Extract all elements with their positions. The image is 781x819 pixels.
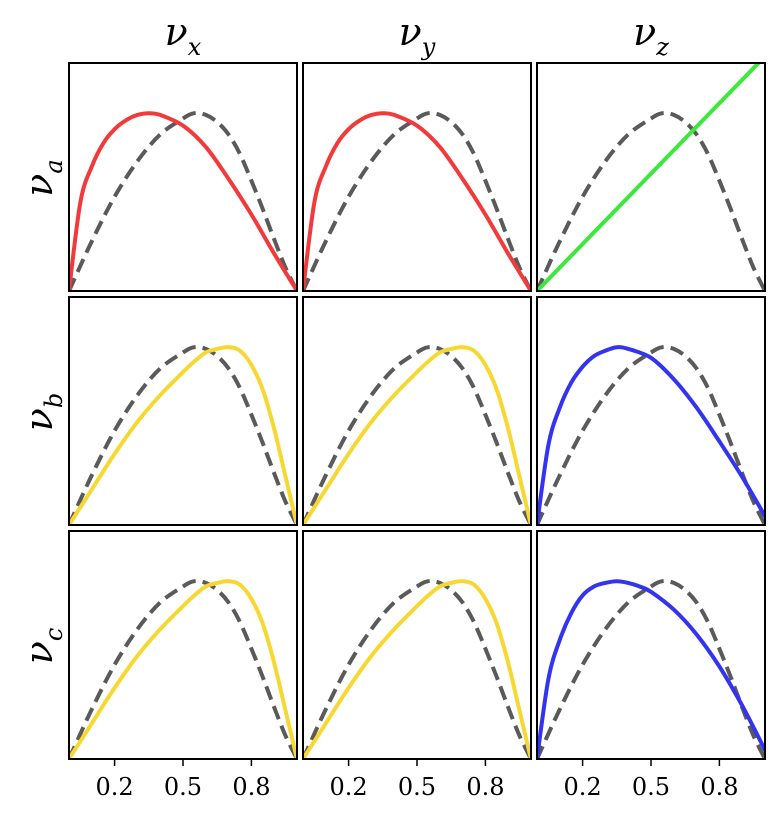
row-title-b: νb <box>17 393 68 431</box>
x-tick-label: 0.2 <box>564 773 602 801</box>
x-tick-label: 0.2 <box>96 773 134 801</box>
panel-frame <box>68 296 298 526</box>
panel-c-y <box>302 530 532 760</box>
row-titles: νa νb νc <box>17 159 68 664</box>
column-title-z: νz <box>633 10 669 61</box>
reference-curve-dashed <box>303 111 531 291</box>
series-curve-red <box>69 111 297 291</box>
series-curve-blue <box>537 345 765 525</box>
reference-curve-dashed <box>537 345 765 525</box>
series-curve-green <box>537 63 762 291</box>
panel-c-x <box>68 530 298 760</box>
panel-frame <box>302 296 532 526</box>
series-curve-yellow <box>69 579 297 759</box>
panel-frame <box>68 62 298 292</box>
panel-grid <box>68 62 766 760</box>
column-title-x: νx <box>165 10 202 61</box>
row-title-c: νc <box>17 628 68 665</box>
panel-frame <box>536 296 766 526</box>
x-tick-label: 0.2 <box>330 773 368 801</box>
series-curve-yellow <box>69 345 297 525</box>
panel-c-z <box>536 530 766 760</box>
x-tick-label: 0.5 <box>164 773 202 801</box>
panel-a-z <box>536 62 766 292</box>
panel-frame <box>536 62 766 292</box>
panel-b-x <box>68 296 298 526</box>
series-curve-blue <box>537 579 765 759</box>
x-tick-label: 0.5 <box>398 773 436 801</box>
x-tick-label: 0.8 <box>700 773 738 801</box>
x-tick-label: 0.8 <box>232 773 270 801</box>
column-titles: νx νy νz <box>165 10 670 61</box>
x-tick-label: 0.8 <box>466 773 504 801</box>
series-curve-yellow <box>303 345 531 525</box>
series-curve-yellow <box>303 579 531 759</box>
panel-frame <box>68 530 298 760</box>
panel-b-z <box>536 296 766 526</box>
reference-curve-dashed <box>537 579 765 759</box>
reference-curve-dashed <box>537 111 765 291</box>
panel-frame <box>302 62 532 292</box>
reference-curve-dashed <box>69 111 297 291</box>
panel-frame <box>302 530 532 760</box>
series-curve-red <box>303 111 531 291</box>
x-tick-label: 0.5 <box>632 773 670 801</box>
panel-a-x <box>68 62 298 292</box>
panel-b-y <box>302 296 532 526</box>
panel-a-y <box>302 62 532 292</box>
row-title-a: νa <box>17 159 68 196</box>
x-axis-ticks: 0.2 0.5 0.8 0.2 0.5 0.8 0.2 0.5 0.8 <box>96 759 738 801</box>
panel-frame <box>536 530 766 760</box>
column-title-y: νy <box>399 10 436 61</box>
